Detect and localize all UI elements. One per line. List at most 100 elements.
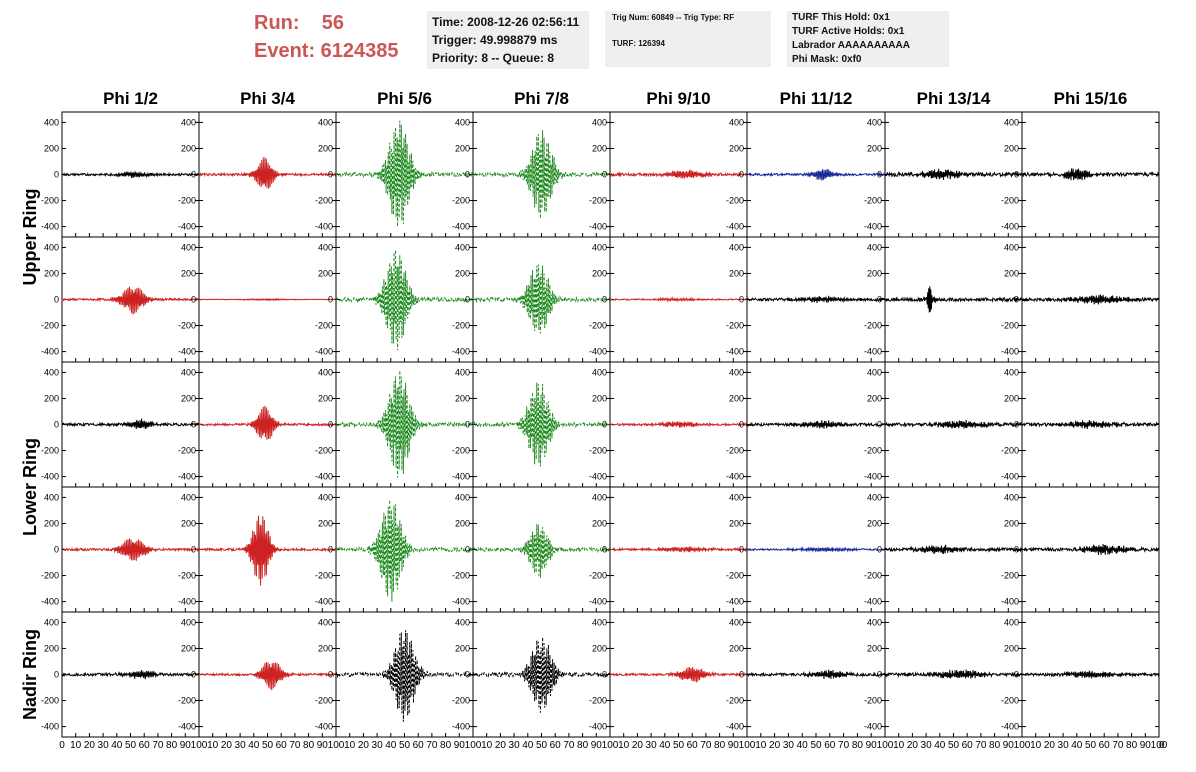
y-tick-label: 0 (739, 670, 744, 680)
trig-num-text: Trig Num: 60849 -- Trig Type: RF (612, 13, 735, 22)
x-tick-label: 60 (962, 740, 974, 751)
column-header: Phi 15/16 (1054, 89, 1128, 108)
y-tick-label: -200 (178, 446, 196, 456)
y-tick-label: 0 (1014, 670, 1019, 680)
column-header: Phi 7/8 (514, 89, 569, 108)
waveform-trace (335, 249, 474, 351)
waveform-trace (335, 370, 474, 478)
y-tick-label: 0 (191, 670, 196, 680)
y-tick-label: -400 (41, 472, 59, 482)
y-tick-label: 200 (592, 143, 607, 153)
y-tick-label: 400 (455, 242, 470, 252)
y-tick-label: 200 (318, 643, 333, 653)
waveform-panel (472, 111, 611, 238)
x-tick-label: 90 (317, 740, 329, 751)
y-tick-label: -200 (726, 321, 744, 331)
x-tick-label: 70 (426, 740, 438, 751)
waveform-trace (609, 420, 748, 428)
column-header: Phi 5/6 (377, 89, 432, 108)
y-tick-label: 400 (592, 117, 607, 127)
waveform-trace (609, 667, 748, 683)
y-tick-label: 400 (318, 242, 333, 252)
x-tick-label: 50 (948, 740, 960, 751)
turf-hold-box: TURF This Hold: 0x1 TURF Active Holds: 0… (787, 11, 949, 67)
y-tick-label: 400 (592, 242, 607, 252)
waveform-trace (472, 382, 611, 467)
waveform-panel (746, 111, 886, 238)
y-tick-label: -200 (41, 446, 59, 456)
x-tick-label: 70 (838, 740, 850, 751)
x-tick-label: 100 (1151, 740, 1168, 751)
x-tick-label: 90 (1003, 740, 1015, 751)
y-tick-label: -200 (589, 446, 607, 456)
turf-active-text: TURF Active Holds: 0x1 (792, 26, 905, 37)
x-tick-label: 100 (877, 740, 894, 751)
waveform-panel (746, 486, 886, 613)
y-tick-label: 200 (181, 643, 196, 653)
y-tick-label: 0 (191, 295, 196, 305)
y-tick-label: -200 (315, 696, 333, 706)
y-tick-label: -400 (452, 722, 470, 732)
y-tick-label: 200 (44, 143, 59, 153)
waveform-trace (62, 538, 200, 561)
x-tick-label: 90 (1140, 740, 1152, 751)
y-tick-label: -200 (41, 321, 59, 331)
y-tick-label: 0 (54, 420, 59, 430)
y-tick-label: -200 (864, 696, 882, 706)
waveform-trace (746, 546, 886, 553)
y-tick-label: -200 (589, 196, 607, 206)
x-tick-label: 50 (125, 740, 137, 751)
y-tick-label: 0 (602, 545, 607, 555)
x-tick-label: 80 (989, 740, 1001, 751)
x-tick-label: 40 (934, 740, 946, 751)
y-tick-label: -400 (1001, 222, 1019, 232)
y-tick-label: -200 (1001, 696, 1019, 706)
y-tick-label: 400 (181, 617, 196, 627)
x-tick-label: 0 (1159, 740, 1165, 751)
x-tick-label: 70 (563, 740, 575, 751)
y-tick-label: -200 (41, 196, 59, 206)
trigger-info-box: Trig Num: 60849 -- Trig Type: RF TURF: 1… (605, 11, 771, 67)
x-tick-label: 70 (1112, 740, 1124, 751)
x-tick-label: 90 (454, 740, 466, 751)
y-tick-label: 200 (1004, 393, 1019, 403)
y-tick-label: 400 (592, 367, 607, 377)
y-tick-label: 0 (739, 295, 744, 305)
x-tick-label: 70 (975, 740, 987, 751)
y-tick-label: -400 (315, 597, 333, 607)
waveform-panel (61, 236, 200, 363)
x-tick-label: 30 (509, 740, 521, 751)
y-tick-label: -200 (589, 571, 607, 581)
trigger-text: Trigger: 49.998879 ms (432, 33, 558, 47)
y-tick-label: -400 (589, 222, 607, 232)
y-tick-label: 0 (328, 420, 333, 430)
x-tick-label: 30 (783, 740, 795, 751)
y-tick-label: -400 (726, 722, 744, 732)
waveform-panel (1021, 361, 1160, 488)
y-tick-label: 400 (729, 617, 744, 627)
y-tick-label: -200 (315, 446, 333, 456)
y-tick-label: 400 (181, 492, 196, 502)
y-tick-label: -200 (452, 571, 470, 581)
y-tick-label: 400 (44, 117, 59, 127)
labrador-text: Labrador AAAAAAAAAA (792, 40, 910, 51)
y-tick-label: 400 (1004, 117, 1019, 127)
y-tick-label: 200 (729, 143, 744, 153)
waveform-panel (884, 611, 1023, 738)
x-tick-label: 20 (907, 740, 919, 751)
waveform-panel (884, 236, 1023, 363)
y-tick-label: -200 (452, 321, 470, 331)
y-tick-label: -400 (864, 722, 882, 732)
x-tick-label: 70 (700, 740, 712, 751)
y-tick-label: 200 (867, 393, 882, 403)
y-tick-label: 200 (181, 268, 196, 278)
waveform-panel (746, 236, 886, 363)
y-tick-label: 0 (739, 420, 744, 430)
y-tick-label: -200 (589, 321, 607, 331)
event-header: Run: 56 Event: 6124385 Time: 2008-12-26 … (0, 0, 1196, 80)
y-tick-label: -200 (41, 571, 59, 581)
y-tick-label: 0 (877, 295, 882, 305)
waveform-trace (61, 170, 200, 179)
y-tick-label: 200 (867, 143, 882, 153)
waveform-trace (61, 286, 200, 315)
